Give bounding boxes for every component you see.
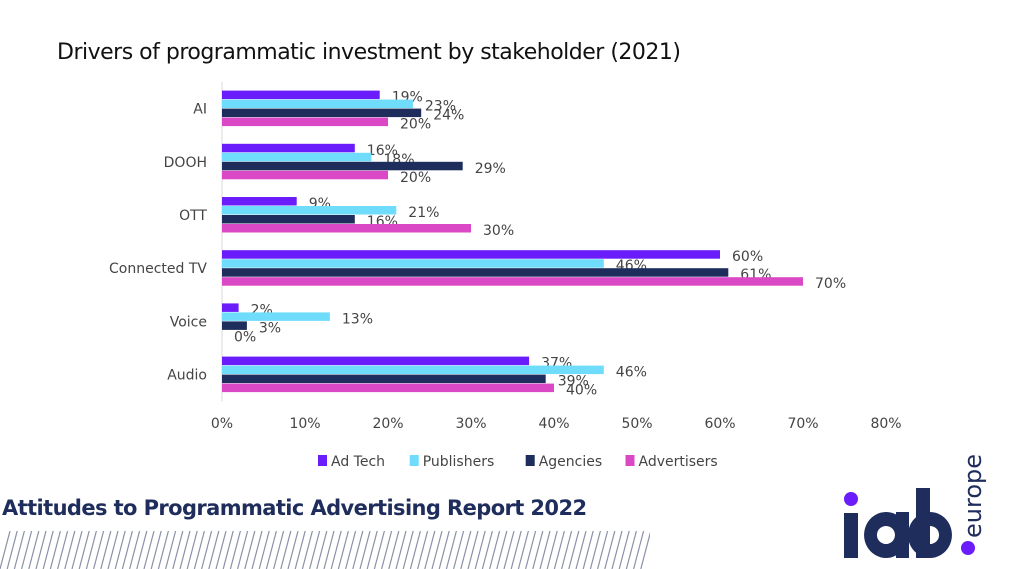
- svg-text:europe: europe: [959, 454, 986, 538]
- category-label: DOOH: [164, 155, 207, 171]
- category-label: Audio: [167, 368, 207, 384]
- bar-ad-tech: [222, 143, 355, 153]
- bar-agencies: [222, 268, 729, 277]
- bar-ad-tech: [222, 197, 297, 206]
- bar-advertisers: [222, 117, 388, 127]
- data-label: 20%: [400, 170, 431, 186]
- x-tick-label: 40%: [538, 416, 569, 432]
- bar-publishers: [222, 259, 604, 268]
- category-label: Voice: [170, 314, 207, 330]
- data-label: 21%: [408, 205, 439, 221]
- x-tick-label: 50%: [621, 416, 652, 432]
- logo-dot-i: [844, 492, 858, 506]
- bar-publishers: [222, 152, 372, 162]
- bar-advertisers: [222, 277, 803, 286]
- bar-chart: AI19%23%24%20%DOOH16%18%29%20%OTT9%21%16…: [109, 82, 902, 470]
- category-label: OTT: [179, 208, 207, 224]
- bar-publishers: [222, 206, 397, 215]
- x-tick-label: 70%: [787, 416, 818, 432]
- data-label: 24%: [433, 108, 464, 124]
- legend-label: Agencies: [539, 454, 602, 470]
- bar-agencies: [222, 321, 247, 330]
- legend-swatch: [625, 455, 635, 466]
- data-label: 70%: [815, 276, 846, 292]
- bar-agencies: [222, 161, 463, 171]
- x-tick-label: 30%: [455, 416, 486, 432]
- bar-ad-tech: [222, 356, 530, 366]
- data-label: 23%: [425, 99, 456, 115]
- bar-agencies: [222, 108, 422, 118]
- data-label: 39%: [558, 374, 589, 390]
- x-tick-label: 0%: [211, 416, 233, 432]
- legend-label: Advertisers: [639, 454, 718, 470]
- x-tick-label: 20%: [372, 416, 403, 432]
- decorative-stripes: [0, 531, 650, 569]
- legend-swatch: [318, 455, 327, 466]
- bar-ad-tech: [222, 250, 720, 259]
- bar-advertisers: [222, 383, 554, 393]
- data-label: 13%: [342, 311, 373, 327]
- data-label: 20%: [400, 117, 431, 133]
- legend-swatch: [525, 455, 535, 466]
- bar-ad-tech: [222, 90, 380, 100]
- bar-publishers: [222, 365, 604, 375]
- x-tick-label: 60%: [704, 416, 735, 432]
- data-label: 30%: [483, 223, 514, 239]
- data-label: 16%: [367, 143, 398, 159]
- bar-ad-tech: [222, 303, 239, 312]
- data-label: 60%: [732, 249, 763, 265]
- iab-europe-logo: europe: [844, 454, 986, 558]
- data-label: 46%: [616, 365, 647, 381]
- bar-advertisers: [222, 224, 471, 233]
- data-label: 29%: [475, 161, 506, 177]
- category-label: Connected TV: [109, 261, 207, 277]
- bar-agencies: [222, 215, 355, 224]
- data-label: 3%: [259, 320, 281, 336]
- data-label: 0%: [234, 329, 256, 345]
- x-tick-label: 10%: [289, 416, 320, 432]
- bar-publishers: [222, 312, 330, 321]
- legend-label: Ad Tech: [331, 454, 385, 470]
- logo-dot-europe: [961, 541, 975, 555]
- legend-swatch: [409, 455, 419, 466]
- report-title: Attitudes to Programmatic Advertising Re…: [2, 496, 587, 520]
- bar-publishers: [222, 99, 413, 109]
- chart-title: Drivers of programmatic investment by st…: [57, 40, 681, 65]
- legend-label: Publishers: [423, 454, 495, 470]
- bar-advertisers: [222, 170, 388, 180]
- data-label: 40%: [566, 383, 597, 399]
- x-tick-label: 80%: [870, 416, 901, 432]
- bar-agencies: [222, 374, 546, 384]
- category-label: AI: [193, 102, 207, 118]
